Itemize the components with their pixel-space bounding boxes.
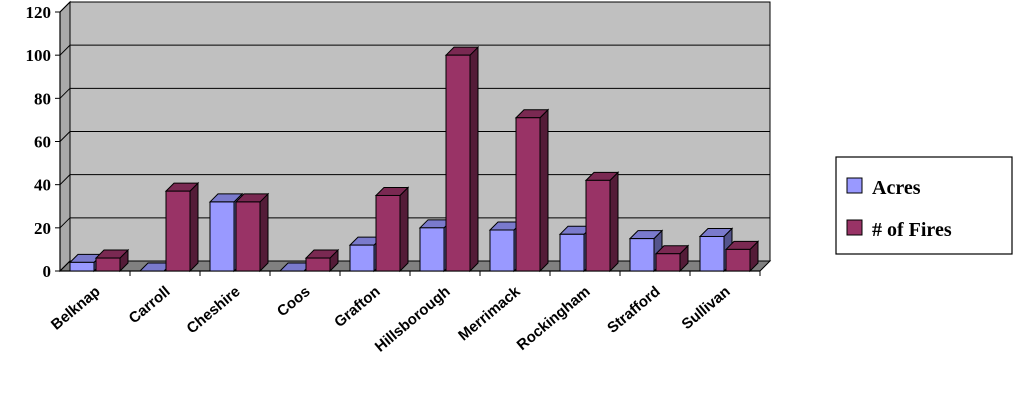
y-tick-label: 20 — [34, 219, 51, 238]
x-tick-label: Sullivan — [679, 283, 734, 333]
gridline — [59, 44, 770, 56]
y-tick-label: 120 — [26, 3, 52, 22]
bar-acres-strafford — [628, 229, 664, 273]
bar-side — [399, 186, 409, 273]
bar-front — [69, 261, 95, 272]
legend-swatch-acres — [846, 177, 863, 194]
bar-fires-hillsborough — [444, 45, 480, 273]
x-tick-label: Grafton — [331, 283, 383, 331]
bar-front — [305, 257, 331, 272]
x-tick-label: Hillsborough — [372, 283, 454, 355]
bar-fires-carroll — [164, 181, 200, 273]
bar-fires-rockingham — [584, 171, 620, 273]
bar-front — [209, 201, 235, 272]
y-tick-label: 80 — [34, 89, 51, 108]
bar-fires-coos — [304, 248, 340, 273]
bar-front — [489, 229, 515, 272]
bar-fires-belknap — [94, 248, 130, 273]
x-tick-label: Cheshire — [183, 283, 243, 337]
bar-front — [349, 244, 375, 272]
x-tick-label: Rockingham — [514, 283, 594, 354]
x-tick-label: Carroll — [126, 283, 174, 327]
legend: Acres # of Fires — [835, 156, 1013, 255]
bar-front — [165, 190, 191, 272]
gridline — [59, 87, 770, 99]
bar-front — [559, 233, 585, 272]
bar-fires-sullivan — [724, 240, 760, 273]
y-tick-label: 100 — [26, 46, 52, 65]
bar-front — [655, 253, 681, 272]
y-tick-label: 0 — [43, 262, 52, 281]
bar-front — [725, 248, 751, 272]
x-tick-label: Merrimack — [455, 283, 524, 345]
bar-front — [515, 117, 541, 272]
bar-fires-strafford — [654, 244, 690, 273]
legend-label-fires: # of Fires — [872, 219, 952, 241]
y-tick-labels: 0 20 40 60 80 100 120 — [26, 3, 52, 281]
bar-side — [469, 45, 479, 273]
x-tick-labels: Belknap Carroll Cheshire Coos GraftonHillsbo… — [48, 283, 734, 356]
bar-front — [699, 235, 725, 272]
bar-fires-merrimack — [514, 108, 550, 273]
bar-front — [375, 194, 401, 272]
x-tick-label: Coos — [274, 283, 314, 320]
x-tick-label: Belknap — [48, 283, 104, 334]
legend-swatch-fires — [846, 219, 863, 236]
bars — [68, 45, 760, 273]
bar-front — [419, 227, 445, 272]
bar-front — [445, 54, 471, 272]
bar-side — [609, 171, 619, 273]
bar-fires-grafton — [374, 186, 410, 273]
bar-front — [235, 201, 261, 272]
bar-side — [189, 181, 199, 273]
legend-box — [835, 156, 1013, 255]
bar-front — [585, 179, 611, 272]
x-tick-label: Strafford — [604, 283, 663, 337]
bar-fires-cheshire — [234, 192, 270, 273]
bar-front — [95, 257, 121, 272]
y-tick-label: 60 — [34, 133, 51, 152]
bar-front — [629, 238, 655, 272]
y-tick-label: 40 — [34, 176, 51, 195]
bar-side — [259, 192, 269, 273]
gridline — [59, 1, 770, 13]
bar-side — [539, 108, 549, 273]
legend-label-acres: Acres — [872, 177, 921, 199]
